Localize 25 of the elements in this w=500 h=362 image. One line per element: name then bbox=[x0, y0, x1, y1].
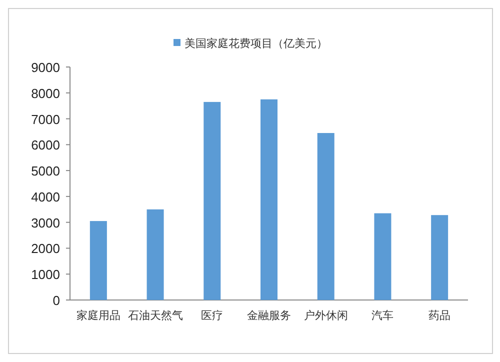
x-tick-label: 药品 bbox=[428, 309, 451, 322]
y-tick-label: 6000 bbox=[31, 138, 60, 153]
y-tick-label: 8000 bbox=[31, 86, 60, 101]
y-tick-label: 2000 bbox=[31, 241, 60, 256]
x-tick-label: 石油天然气 bbox=[128, 309, 183, 322]
bar bbox=[204, 102, 221, 300]
y-tick-label: 0 bbox=[52, 293, 60, 308]
y-tick-label: 4000 bbox=[31, 189, 60, 204]
y-tick-label: 1000 bbox=[31, 267, 60, 282]
legend: 美国家庭花费项目（亿美元） bbox=[174, 37, 328, 50]
bar bbox=[146, 209, 164, 300]
x-tick-label: 汽车 bbox=[372, 309, 394, 322]
y-tick-label: 7000 bbox=[31, 112, 60, 127]
x-tick-label: 户外休闲 bbox=[304, 309, 348, 322]
bar bbox=[431, 215, 448, 300]
x-tick-label: 家庭用品 bbox=[76, 309, 120, 322]
y-tick-label: 3000 bbox=[31, 215, 60, 230]
y-tick-label: 9000 bbox=[31, 60, 60, 75]
bar bbox=[317, 133, 334, 300]
x-tick-label: 金融服务 bbox=[247, 309, 291, 322]
bar bbox=[260, 99, 278, 300]
x-tick-label: 医疗 bbox=[201, 309, 224, 322]
y-tick-label: 5000 bbox=[31, 164, 60, 179]
bar bbox=[374, 213, 392, 300]
bar bbox=[90, 221, 107, 300]
